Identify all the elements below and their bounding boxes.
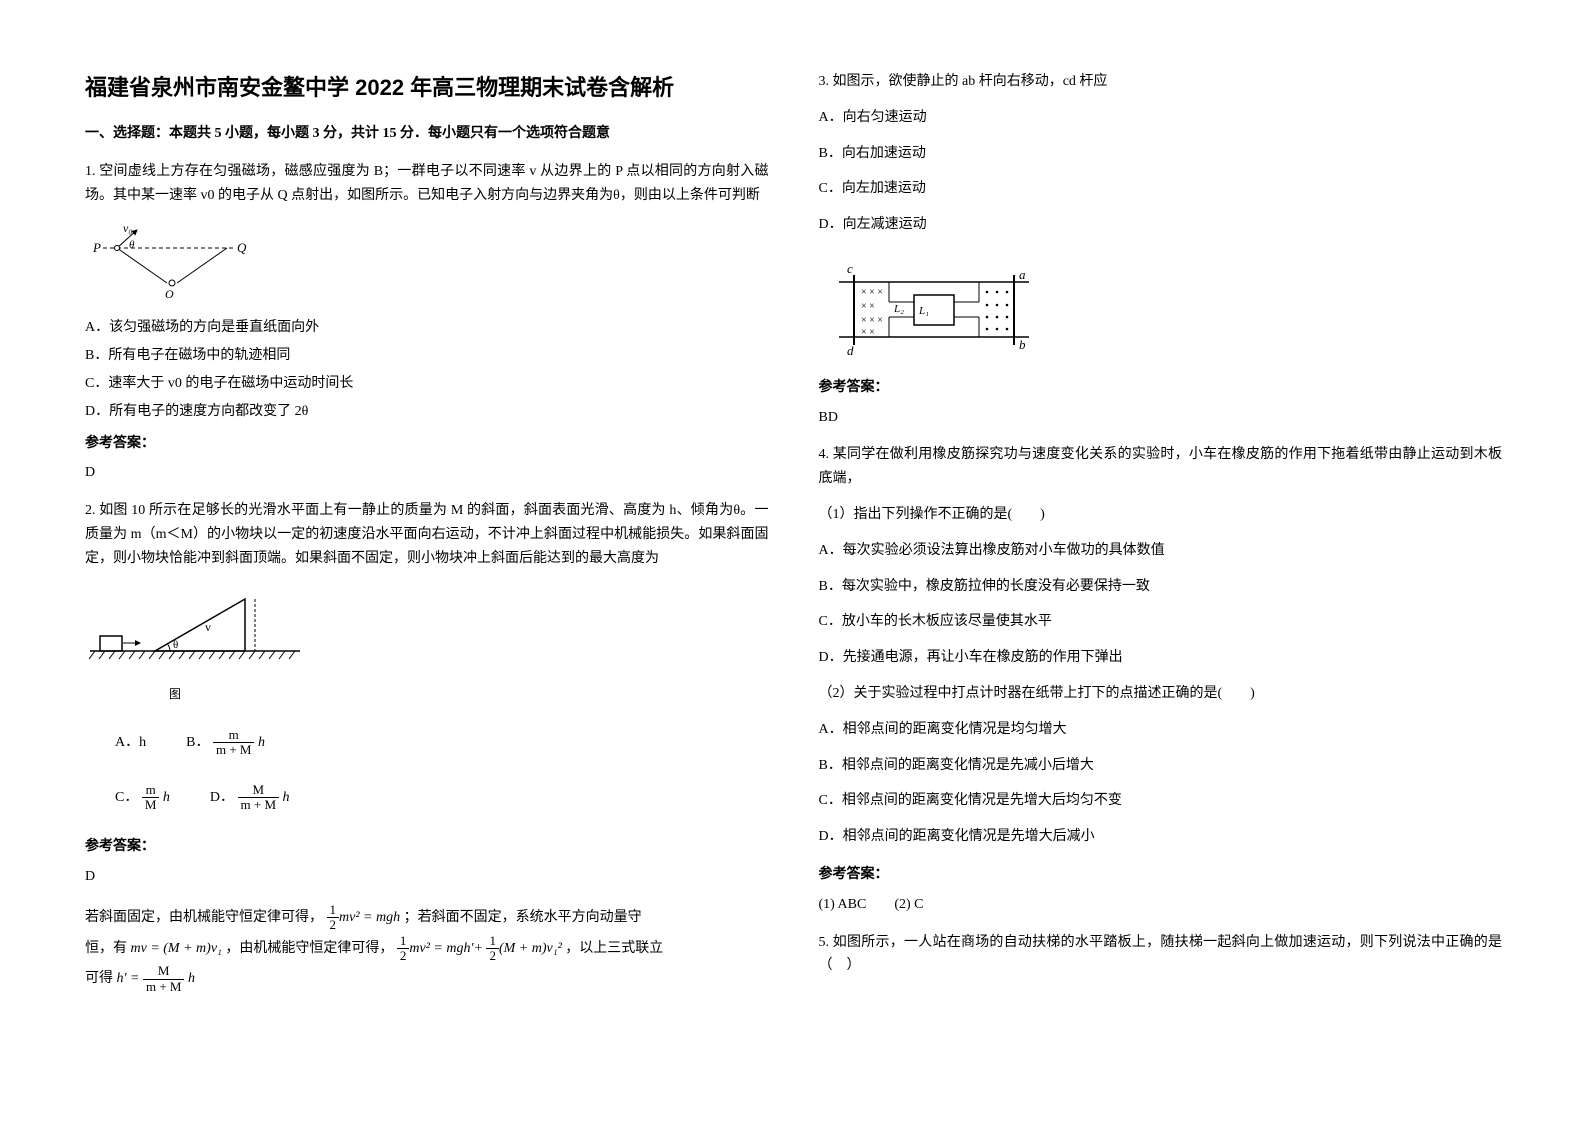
q1-figure: v₀ P Q θ O	[85, 218, 769, 307]
svg-text:× × ×: × × ×	[861, 315, 883, 326]
d-label: d	[847, 343, 854, 357]
q3-diagram-svg: c d a b L₁ L₂	[819, 257, 1049, 357]
q4-sub1: （1）指出下列操作不正确的是( )	[819, 503, 1503, 527]
q2-solution: 若斜面固定，由机械能守恒定律可得， 12mv² = mgh ；若斜面不固定，系统…	[85, 903, 769, 995]
left-column: 福建省泉州市南安金鳌中学 2022 年高三物理期末试卷含解析 一、选择题：本题共…	[60, 70, 794, 1009]
svg-text:v: v	[205, 620, 211, 634]
b-label: b	[1019, 337, 1026, 352]
q3-optC: C．向左加速运动	[819, 177, 1503, 201]
q4-optD1: D．先接通电源，再让小车在橡皮筋的作用下弹出	[819, 646, 1503, 670]
L2-label: L₂	[893, 303, 904, 315]
q3-optA: A．向右匀速运动	[819, 106, 1503, 130]
q4-optD2: D．相邻点间的距离变化情况是先增大后减小	[819, 825, 1503, 849]
q4-optA1: A．每次实验必须设法算出橡皮筋对小车做功的具体数值	[819, 539, 1503, 563]
q4-answer-label: 参考答案：	[819, 863, 1503, 887]
q1-optD: D．所有电子的速度方向都改变了 2θ	[85, 400, 769, 424]
q5-text: 5. 如图所示，一人站在商场的自动扶梯的水平踏板上，随扶梯一起斜向上做加速运动，…	[819, 931, 1503, 979]
c-label: c	[847, 261, 853, 276]
q1-answer-label: 参考答案：	[85, 432, 769, 456]
q3-answer-label: 参考答案：	[819, 376, 1503, 400]
question-5: 5. 如图所示，一人站在商场的自动扶梯的水平踏板上，随扶梯一起斜向上做加速运动，…	[819, 931, 1503, 979]
Q-label: Q	[237, 240, 247, 255]
q2-optD: D． Mm + M h	[210, 778, 290, 817]
L1-label: L₁	[918, 305, 929, 317]
q4-optB1: B．每次实验中，橡皮筋拉伸的长度没有必要保持一致	[819, 575, 1503, 599]
q1-optC: C．速率大于 v0 的电子在磁场中运动时间长	[85, 372, 769, 396]
q4-answer: (1) ABC (2) C	[819, 893, 1503, 917]
question-1: 1. 空间虚线上方存在匀强磁场，磁感应强度为 B；一群电子以不同速率 v 从边界…	[85, 160, 769, 485]
q1-diagram-svg: v₀ P Q θ O	[85, 218, 255, 298]
q2-answer-label: 参考答案：	[85, 835, 769, 859]
svg-text:× × ×: × × ×	[861, 287, 883, 298]
question-3: 3. 如图示，欲使静止的 ab 杆向右移动，cd 杆应 A．向右匀速运动 B．向…	[819, 70, 1503, 429]
q4-text: 4. 某同学在做利用橡皮筋探究功与速度变化关系的实验时，小车在橡皮筋的作用下拖着…	[819, 443, 1503, 491]
q4-optC2: C．相邻点间的距离变化情况是先增大后均匀不变	[819, 789, 1503, 813]
P-label: P	[92, 240, 101, 255]
a-label: a	[1019, 267, 1026, 282]
q2-answer: D	[85, 865, 769, 889]
svg-text:× ×: × ×	[861, 301, 875, 312]
q2-optC: C． mM h	[115, 778, 170, 817]
q3-optB: B．向右加速运动	[819, 142, 1503, 166]
theta-label: θ	[129, 239, 135, 251]
O-label: O	[165, 287, 174, 298]
q4-optB2: B．相邻点间的距离变化情况是先减小后增大	[819, 754, 1503, 778]
q3-figure: c d a b L₁ L₂	[819, 257, 1503, 366]
q2-diagram-svg: v θ	[85, 581, 305, 676]
q1-optB: B．所有电子在磁场中的轨迹相同	[85, 344, 769, 368]
q3-answer: BD	[819, 406, 1503, 430]
q4-optC1: C．放小车的长木板应该尽量使其水平	[819, 610, 1503, 634]
q1-optA: A．该匀强磁场的方向是垂直纸面向外	[85, 316, 769, 340]
question-2: 2. 如图 10 所示在足够长的光滑水平面上有一静止的质量为 M 的斜面，斜面表…	[85, 499, 769, 995]
q1-answer: D	[85, 461, 769, 485]
right-column: 3. 如图示，欲使静止的 ab 杆向右移动，cd 杆应 A．向右匀速运动 B．向…	[794, 70, 1528, 1009]
q2-optB: B． mm + M h	[186, 723, 265, 762]
q2-text: 2. 如图 10 所示在足够长的光滑水平面上有一静止的质量为 M 的斜面，斜面表…	[85, 499, 769, 570]
v0-label: v₀	[123, 221, 133, 235]
q1-text: 1. 空间虚线上方存在匀强磁场，磁感应强度为 B；一群电子以不同速率 v 从边界…	[85, 160, 769, 208]
question-4: 4. 某同学在做利用橡皮筋探究功与速度变化关系的实验时，小车在橡皮筋的作用下拖着…	[819, 443, 1503, 916]
q2-optA: A．h	[115, 723, 146, 762]
q2-caption: 图	[85, 684, 265, 704]
exam-title: 福建省泉州市南安金鳌中学 2022 年高三物理期末试卷含解析	[85, 70, 769, 102]
section-header: 一、选择题：本题共 5 小题，每小题 3 分，共计 15 分．每小题只有一个选项…	[85, 122, 769, 142]
q3-text: 3. 如图示，欲使静止的 ab 杆向右移动，cd 杆应	[819, 70, 1503, 94]
q3-optD: D．向左减速运动	[819, 213, 1503, 237]
q4-optA2: A．相邻点间的距离变化情况是均匀增大	[819, 718, 1503, 742]
svg-text:θ: θ	[173, 639, 178, 651]
q4-sub2: （2）关于实验过程中打点计时器在纸带上打下的点描述正确的是( )	[819, 682, 1503, 706]
exam-page: 福建省泉州市南安金鳌中学 2022 年高三物理期末试卷含解析 一、选择题：本题共…	[0, 0, 1587, 1049]
q2-options: A．h B． mm + M h C． mM h D． Mm +	[115, 723, 769, 817]
svg-text:× ×: × ×	[861, 327, 875, 338]
q2-figure: v θ 图	[85, 581, 769, 705]
